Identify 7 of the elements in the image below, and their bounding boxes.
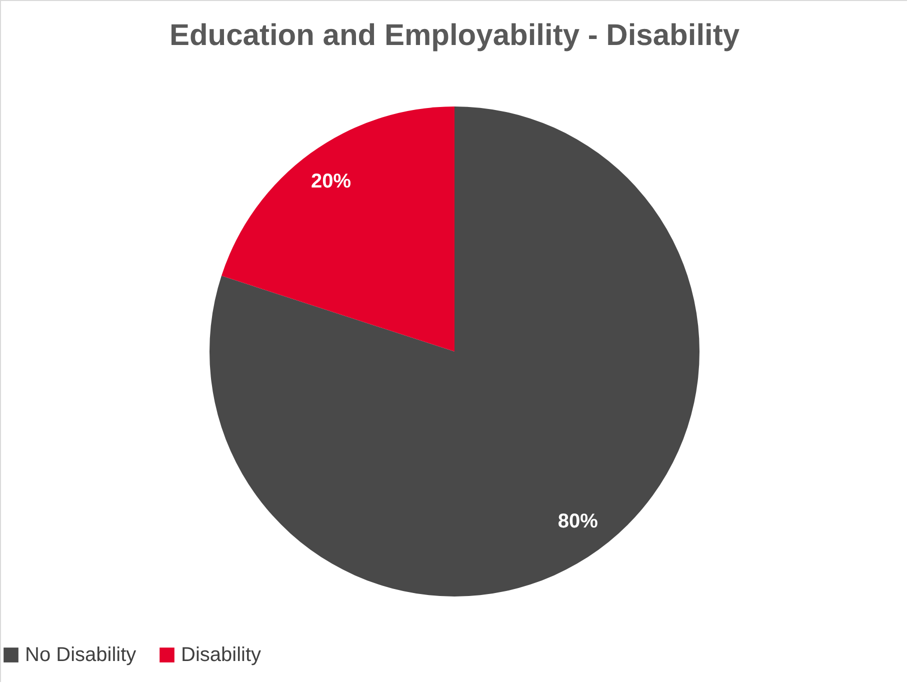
data-label: 80% [558, 510, 598, 532]
legend-label: No Disability [25, 644, 136, 666]
pie-slice [210, 106, 700, 596]
legend-label: Disability [181, 644, 262, 666]
pie-slice [221, 106, 454, 352]
data-label: 20% [311, 170, 352, 193]
chart-title: Education and Employability - Disability [169, 19, 740, 52]
